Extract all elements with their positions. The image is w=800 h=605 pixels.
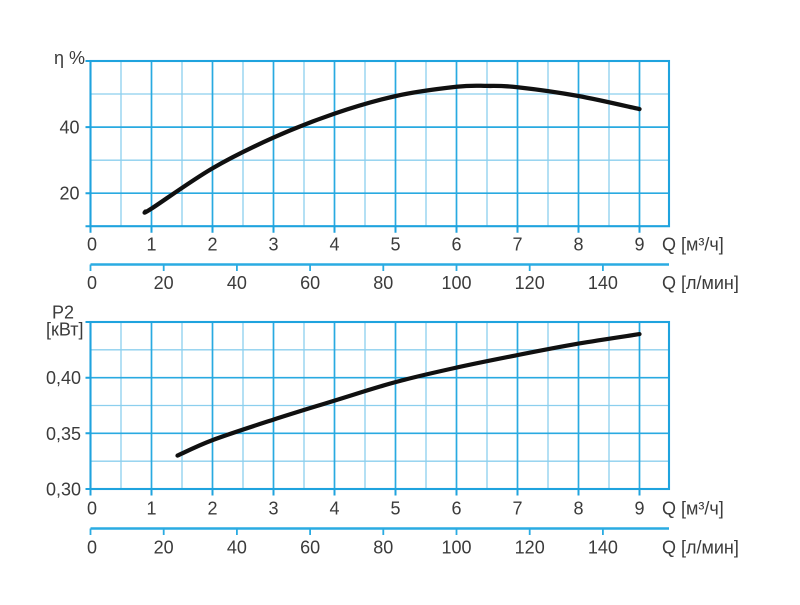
svg-text:60: 60 (300, 273, 320, 293)
svg-text:2: 2 (207, 235, 217, 255)
svg-text:20: 20 (154, 273, 174, 293)
svg-text:P2: P2 (52, 303, 74, 323)
svg-text:3: 3 (268, 499, 278, 519)
svg-text:3: 3 (268, 235, 278, 255)
svg-text:8: 8 (573, 499, 583, 519)
svg-text:0,30: 0,30 (46, 480, 81, 500)
svg-text:4: 4 (329, 499, 339, 519)
svg-text:0: 0 (87, 235, 97, 255)
svg-text:Q [м³/ч]: Q [м³/ч] (662, 235, 724, 255)
svg-text:1: 1 (146, 499, 156, 519)
svg-text:4: 4 (329, 235, 339, 255)
svg-text:40: 40 (227, 273, 247, 293)
svg-text:Q [м³/ч]: Q [м³/ч] (662, 499, 724, 519)
svg-text:6: 6 (451, 235, 461, 255)
svg-text:140: 140 (588, 538, 618, 558)
svg-text:120: 120 (515, 538, 545, 558)
svg-text:120: 120 (515, 273, 545, 293)
svg-text:140: 140 (588, 273, 618, 293)
svg-text:9: 9 (634, 235, 644, 255)
svg-text:5: 5 (390, 499, 400, 519)
svg-text:8: 8 (573, 235, 583, 255)
svg-text:20: 20 (59, 184, 79, 204)
svg-text:7: 7 (512, 499, 522, 519)
svg-text:η %: η % (54, 48, 85, 68)
svg-text:2: 2 (207, 499, 217, 519)
svg-text:7: 7 (512, 235, 522, 255)
svg-text:9: 9 (634, 499, 644, 519)
svg-text:1: 1 (146, 235, 156, 255)
svg-text:0: 0 (87, 538, 97, 558)
svg-text:0: 0 (87, 273, 97, 293)
svg-text:0: 0 (87, 499, 97, 519)
svg-text:40: 40 (59, 118, 79, 138)
svg-text:0,40: 0,40 (46, 368, 81, 388)
svg-text:40: 40 (227, 538, 247, 558)
svg-text:60: 60 (300, 538, 320, 558)
svg-text:Q [л/мин]: Q [л/мин] (662, 538, 739, 558)
svg-text:0,35: 0,35 (46, 424, 81, 444)
svg-text:[кВт]: [кВт] (46, 320, 84, 340)
svg-text:100: 100 (441, 538, 471, 558)
svg-text:Q [л/мин]: Q [л/мин] (662, 273, 739, 293)
svg-text:20: 20 (154, 538, 174, 558)
svg-text:6: 6 (451, 499, 461, 519)
svg-text:100: 100 (441, 273, 471, 293)
svg-text:80: 80 (373, 538, 393, 558)
svg-text:80: 80 (373, 273, 393, 293)
svg-text:5: 5 (390, 235, 400, 255)
